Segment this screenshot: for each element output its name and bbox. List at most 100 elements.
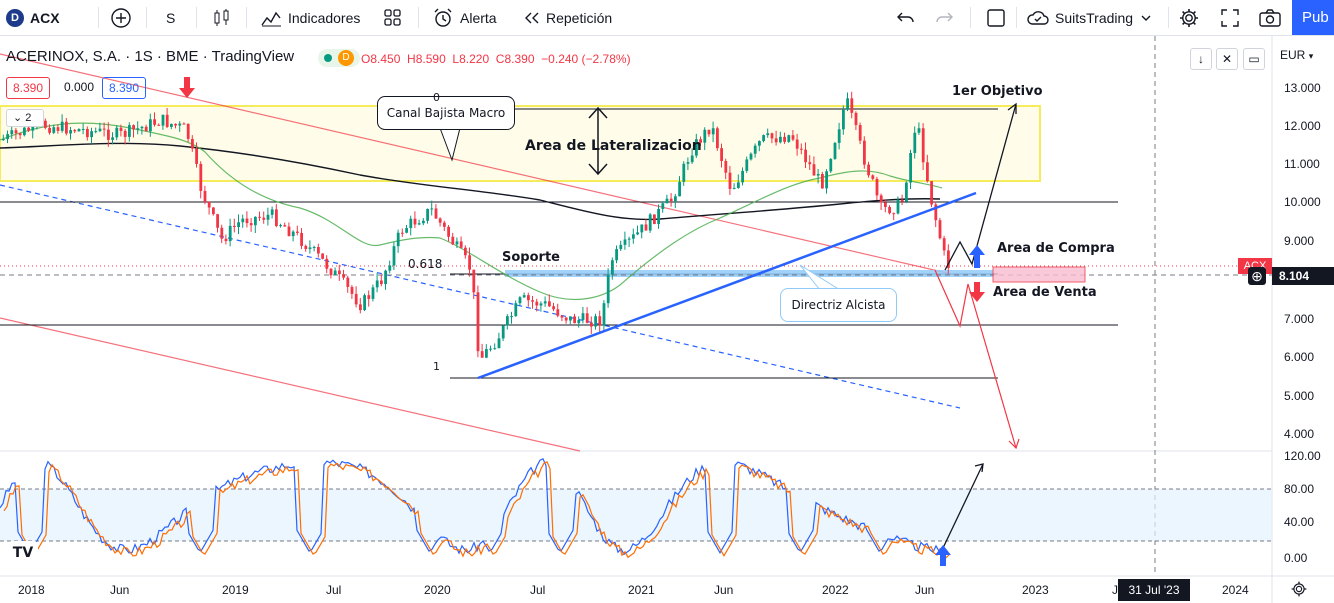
replay-button[interactable]: Repetición bbox=[524, 0, 612, 35]
candle-body bbox=[527, 295, 530, 301]
candle-body bbox=[892, 213, 896, 215]
indicators-button[interactable]: Indicadores bbox=[260, 0, 360, 35]
maximize-pane-button[interactable]: ▭ bbox=[1243, 48, 1265, 70]
stoch-k-line[interactable] bbox=[0, 457, 946, 556]
candle-body bbox=[123, 130, 127, 137]
undo-button[interactable] bbox=[896, 0, 916, 35]
candle-body bbox=[199, 163, 203, 191]
arrow-down-icon: ↓ bbox=[1198, 52, 1204, 66]
directriz-callout[interactable]: Directriz Alcista bbox=[780, 288, 897, 322]
buy-sell-zone[interactable] bbox=[992, 266, 1086, 283]
uptrend-line[interactable] bbox=[477, 191, 977, 380]
tradingview-logo[interactable]: 𝗧𝗩 bbox=[8, 541, 38, 565]
crosshair-price-value: 8.104 bbox=[1279, 269, 1310, 283]
cloud-icon bbox=[1026, 9, 1050, 27]
chart-canvas[interactable] bbox=[0, 36, 1334, 603]
candle-body bbox=[854, 112, 858, 126]
candle-body bbox=[388, 265, 392, 271]
candle-body bbox=[770, 133, 774, 139]
candle-body bbox=[6, 134, 9, 140]
osc-projection-line[interactable] bbox=[942, 463, 984, 549]
price-label: 6.000 bbox=[1284, 350, 1315, 364]
currency-selector[interactable]: EUR ▾ bbox=[1280, 48, 1313, 62]
candle-body bbox=[573, 316, 576, 324]
buy-price-box[interactable]: 8.390 bbox=[102, 77, 147, 99]
scroll-down-button[interactable]: ↓ bbox=[1190, 48, 1212, 70]
stoch-d-line[interactable] bbox=[3, 460, 950, 559]
candle-body bbox=[275, 209, 278, 227]
collapse-pane-button[interactable]: ✕ bbox=[1216, 48, 1238, 70]
candle-body bbox=[291, 231, 295, 237]
candle-body bbox=[590, 322, 593, 327]
collapse-indicators-button[interactable]: ⌄ 2 bbox=[6, 109, 44, 127]
candle-body bbox=[375, 280, 379, 288]
save-layout-button[interactable]: SuitsTrading bbox=[1026, 0, 1151, 35]
templates-button[interactable] bbox=[383, 0, 403, 35]
compra-label[interactable]: Area de Compra bbox=[997, 241, 1115, 256]
canal-callout[interactable]: Canal Bajista Macro bbox=[377, 96, 515, 130]
chart-type-button[interactable] bbox=[212, 0, 232, 35]
symbol-search-button[interactable]: D ACX bbox=[6, 0, 60, 35]
market-status-badge[interactable]: D bbox=[318, 49, 360, 67]
bear-projection-path[interactable] bbox=[934, 269, 1017, 449]
candle-body bbox=[749, 153, 753, 160]
candle-body bbox=[825, 171, 828, 189]
candle-body bbox=[947, 250, 950, 268]
candle-body bbox=[468, 255, 471, 270]
candle-body bbox=[283, 225, 287, 227]
sell-price-box[interactable]: 8.390 bbox=[6, 77, 51, 99]
ohlc-low: L8.220 bbox=[452, 52, 490, 66]
compare-symbol-button[interactable] bbox=[110, 0, 132, 35]
candle-body bbox=[585, 313, 589, 323]
layout-button[interactable] bbox=[986, 0, 1006, 35]
green-dot-icon bbox=[324, 54, 332, 62]
support-zone[interactable] bbox=[505, 270, 993, 277]
redo-button[interactable] bbox=[934, 0, 954, 35]
settings-button[interactable] bbox=[1178, 0, 1200, 35]
candle-body bbox=[728, 172, 732, 189]
interval-button[interactable]: S bbox=[166, 0, 175, 35]
alert-button[interactable]: Alerta bbox=[432, 0, 497, 35]
ohlc-close: C8.390 bbox=[495, 52, 535, 66]
soporte-label[interactable]: Soporte bbox=[502, 250, 560, 265]
candle-body bbox=[233, 225, 236, 227]
fib-0-label: 0 bbox=[433, 91, 440, 104]
candle-body bbox=[606, 274, 610, 304]
bull-projection-path[interactable] bbox=[944, 103, 1017, 271]
chart-settings-button[interactable] bbox=[1290, 580, 1308, 603]
candle-body bbox=[850, 98, 854, 113]
candle-body bbox=[98, 128, 102, 132]
dashed-trendline[interactable] bbox=[0, 184, 961, 409]
lateralization-zone[interactable] bbox=[0, 105, 1041, 182]
channel-upper-line[interactable] bbox=[0, 53, 961, 277]
candle-body bbox=[938, 220, 942, 239]
candle-body bbox=[363, 295, 366, 311]
candle-body bbox=[745, 159, 749, 171]
price-candles[interactable] bbox=[2, 91, 950, 359]
channel-lower-line[interactable] bbox=[0, 317, 581, 452]
candle-body bbox=[258, 216, 261, 218]
add-level-button[interactable]: ⊕ bbox=[1248, 267, 1266, 285]
candle-body bbox=[539, 303, 543, 306]
candle-body bbox=[312, 246, 316, 248]
gear-icon bbox=[1178, 7, 1200, 29]
candle-body bbox=[552, 306, 555, 310]
lateral-label[interactable]: Area de Lateralizacion bbox=[525, 138, 702, 154]
candle-body bbox=[149, 119, 152, 132]
square-icon bbox=[986, 8, 1006, 28]
candle-body bbox=[711, 128, 715, 135]
candles-icon bbox=[212, 8, 232, 28]
fullscreen-button[interactable] bbox=[1220, 0, 1240, 35]
sma-200-line[interactable] bbox=[0, 142, 941, 221]
candle-body bbox=[165, 114, 169, 127]
candle-body bbox=[69, 130, 72, 134]
time-label: Jun bbox=[714, 583, 734, 597]
legend-title-text: ACERINOX, S.A. · 1S · BME · TradingView bbox=[6, 48, 295, 65]
snapshot-button[interactable] bbox=[1258, 0, 1282, 35]
venta-label[interactable]: Area de Venta bbox=[993, 285, 1097, 300]
objetivo-label[interactable]: 1er Objetivo bbox=[952, 84, 1043, 99]
candle-body bbox=[560, 315, 564, 318]
candle-body bbox=[94, 131, 98, 133]
publish-button[interactable]: Pub bbox=[1292, 0, 1334, 35]
symbol-legend-title[interactable]: ACERINOX, S.A. · 1S · BME · TradingView bbox=[6, 48, 294, 65]
